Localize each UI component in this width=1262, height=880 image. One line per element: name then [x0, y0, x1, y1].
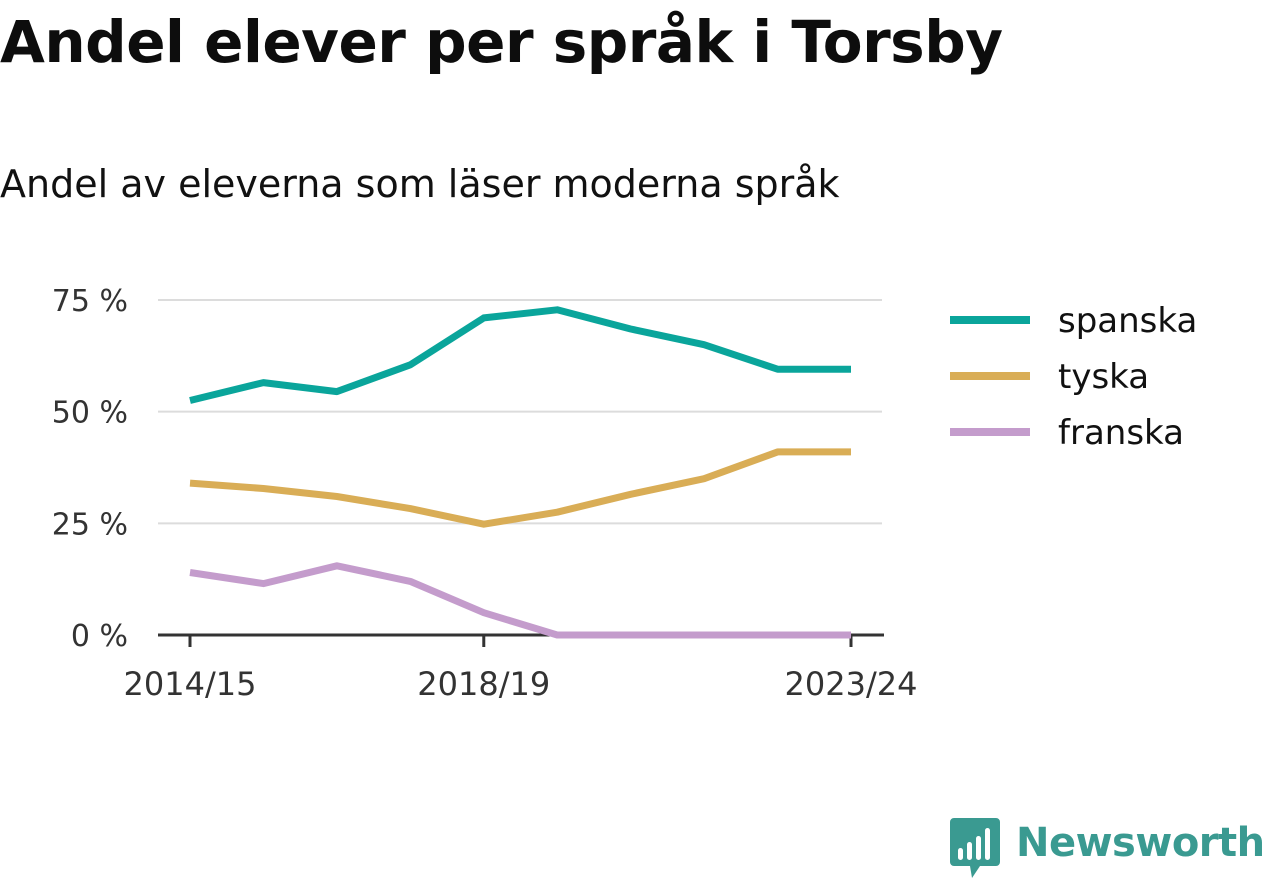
brand-name: Newsworthy — [1016, 820, 1262, 866]
y-tick-label: 0 % — [71, 619, 128, 654]
newsworthy-logo: Newsworthy — [950, 818, 1262, 880]
legend-label-spanska: spanska — [1058, 301, 1197, 341]
y-tick-label: 50 % — [52, 396, 128, 431]
gridlines — [158, 299, 882, 525]
series-line-franska — [189, 562, 851, 639]
newsworthy-chart-bubble-icon — [950, 818, 1000, 878]
series-line-spanska — [189, 306, 851, 404]
legend: spanska tyska franska — [950, 301, 1197, 453]
chart-subtitle: Andel av eleverna som läser moderna språ… — [0, 162, 840, 206]
x-tick-label: 2014/15 — [124, 665, 257, 703]
y-tick-label: 25 % — [52, 507, 128, 542]
axes: 0 % 25 % 50 % 75 % 2014/15 2018/19 2023/24 — [52, 284, 918, 703]
legend-label-franska: franska — [1058, 413, 1184, 453]
legend-label-tyska: tyska — [1058, 357, 1149, 397]
y-tick-label: 75 % — [52, 284, 128, 319]
series-line-tyska — [189, 448, 851, 528]
x-tick-label: 2018/19 — [417, 665, 550, 703]
chart-title: Andel elever per språk i Torsby — [0, 8, 1003, 76]
series-lines — [189, 306, 851, 639]
x-tick-label: 2023/24 — [785, 665, 918, 703]
